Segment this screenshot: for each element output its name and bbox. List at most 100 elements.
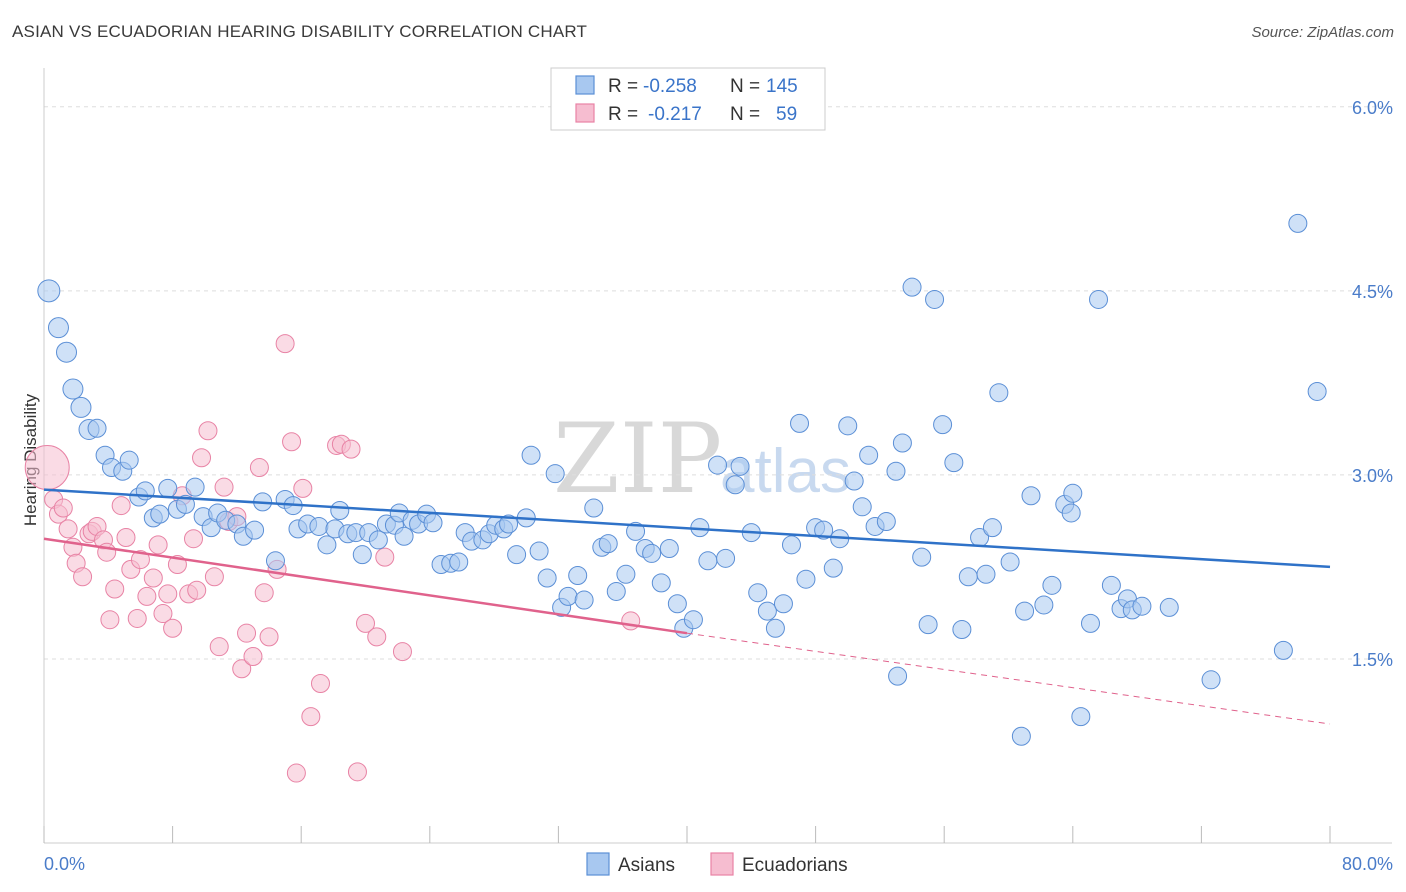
ecuadorians-points <box>24 334 641 783</box>
asians-point <box>765 618 785 638</box>
ecuadorians-point <box>158 584 178 604</box>
asians-point <box>698 551 718 571</box>
ecuadorians-point <box>259 627 279 647</box>
asians-point <box>245 520 265 540</box>
asians-n-value: 145 <box>766 76 798 97</box>
asians-point <box>37 279 61 303</box>
y-tick-label-0: 1.5% <box>1352 650 1393 670</box>
asians-point <box>659 539 679 559</box>
asians-point <box>529 541 549 561</box>
asians-point <box>708 455 728 475</box>
ecuadorians-point <box>237 623 257 643</box>
asians-point <box>1307 381 1327 401</box>
asians-point <box>62 378 84 400</box>
asians-point <box>265 551 285 571</box>
asians-point <box>748 583 768 603</box>
ecuadorians-point <box>58 519 78 539</box>
asians-point <box>667 594 687 614</box>
ecuadorians-point <box>137 586 157 606</box>
asians-point <box>912 547 932 567</box>
ecuadorians-point <box>301 707 321 727</box>
asians-point <box>852 497 872 517</box>
asians-point <box>933 415 953 435</box>
x-tick-label-max: 80.0% <box>1342 854 1393 874</box>
asians-point <box>626 521 646 541</box>
asians-point <box>558 586 578 606</box>
ecuadorians-point <box>105 579 125 599</box>
asians-point <box>796 569 816 589</box>
asians-point <box>1071 707 1091 727</box>
asians-series-swatch <box>586 852 610 876</box>
asians-point <box>976 564 996 584</box>
asians-point <box>1201 670 1221 690</box>
stats-legend-box <box>550 67 826 131</box>
asians-point <box>449 552 469 572</box>
ecuadorians-point <box>130 550 150 570</box>
ecuadorians-point <box>53 498 73 518</box>
watermark-zip: ZIP <box>553 403 722 515</box>
asians-point <box>730 456 750 476</box>
asians-point <box>507 545 527 565</box>
asians-point <box>545 464 565 484</box>
asians-point <box>838 416 858 436</box>
asians-point <box>606 581 626 601</box>
chart-title: ASIAN VS ECUADORIAN HEARING DISABILITY C… <box>12 22 588 41</box>
asians-point <box>568 566 588 586</box>
asians-series-label: Asians <box>618 855 675 876</box>
asians-point <box>790 413 810 433</box>
asians-point <box>888 666 908 686</box>
ecuadorians-point <box>187 580 207 600</box>
asians-point <box>150 504 170 524</box>
y-tick-label-1: 3.0% <box>1352 466 1393 486</box>
asians-point <box>423 513 443 533</box>
asians-point <box>1080 613 1100 633</box>
asians-r-label: R = <box>608 76 638 97</box>
ecuadorians-series-swatch <box>710 852 734 876</box>
asians-point <box>642 543 662 563</box>
asians-point <box>1101 575 1121 595</box>
ecuadorians-r-label: R = <box>608 104 638 125</box>
ecuadorians-point <box>153 604 173 624</box>
asians-point <box>521 445 541 465</box>
asians-point <box>651 573 671 593</box>
asians-point <box>309 516 329 536</box>
asians-point <box>1061 503 1081 523</box>
asians-point <box>823 558 843 578</box>
asians-point <box>844 471 864 491</box>
ecuadorians-point <box>209 637 229 657</box>
asians-point <box>814 520 834 540</box>
asians-point <box>1089 289 1109 309</box>
ecuadorians-point <box>232 659 252 679</box>
ecuadorians-point <box>127 608 147 628</box>
asians-points <box>37 213 1327 746</box>
ecuadorians-point <box>286 763 306 783</box>
asians-point <box>902 277 922 297</box>
asians-point <box>925 289 945 309</box>
ecuadorians-n-value: 59 <box>776 104 797 125</box>
asians-point <box>989 383 1009 403</box>
asians-point <box>119 450 139 470</box>
ecuadorians-point <box>192 448 212 468</box>
asians-n-label: N = <box>730 76 760 97</box>
asians-point <box>368 530 388 550</box>
asians-point <box>958 567 978 587</box>
ecuadorians-legend-swatch <box>575 103 595 123</box>
asians-point <box>537 568 557 588</box>
ecuadorians-point <box>392 642 412 662</box>
ecuadorians-point <box>347 762 367 782</box>
asians-point <box>1063 483 1083 503</box>
asians-point <box>352 545 372 565</box>
ecuadorians-point <box>214 477 234 497</box>
ecuadorians-point <box>183 529 203 549</box>
asians-point <box>982 518 1002 538</box>
y-tick-label-3: 6.0% <box>1352 98 1393 118</box>
asians-point <box>175 494 195 514</box>
ecuadorians-point <box>282 432 302 452</box>
ecuadorians-point <box>249 458 269 478</box>
trend-lines <box>43 488 1331 725</box>
asians-point <box>330 500 350 520</box>
ecuadorians-point <box>275 334 295 354</box>
ecuadorians-point <box>198 421 218 441</box>
asians-point <box>876 512 896 532</box>
asians-point <box>47 317 69 339</box>
